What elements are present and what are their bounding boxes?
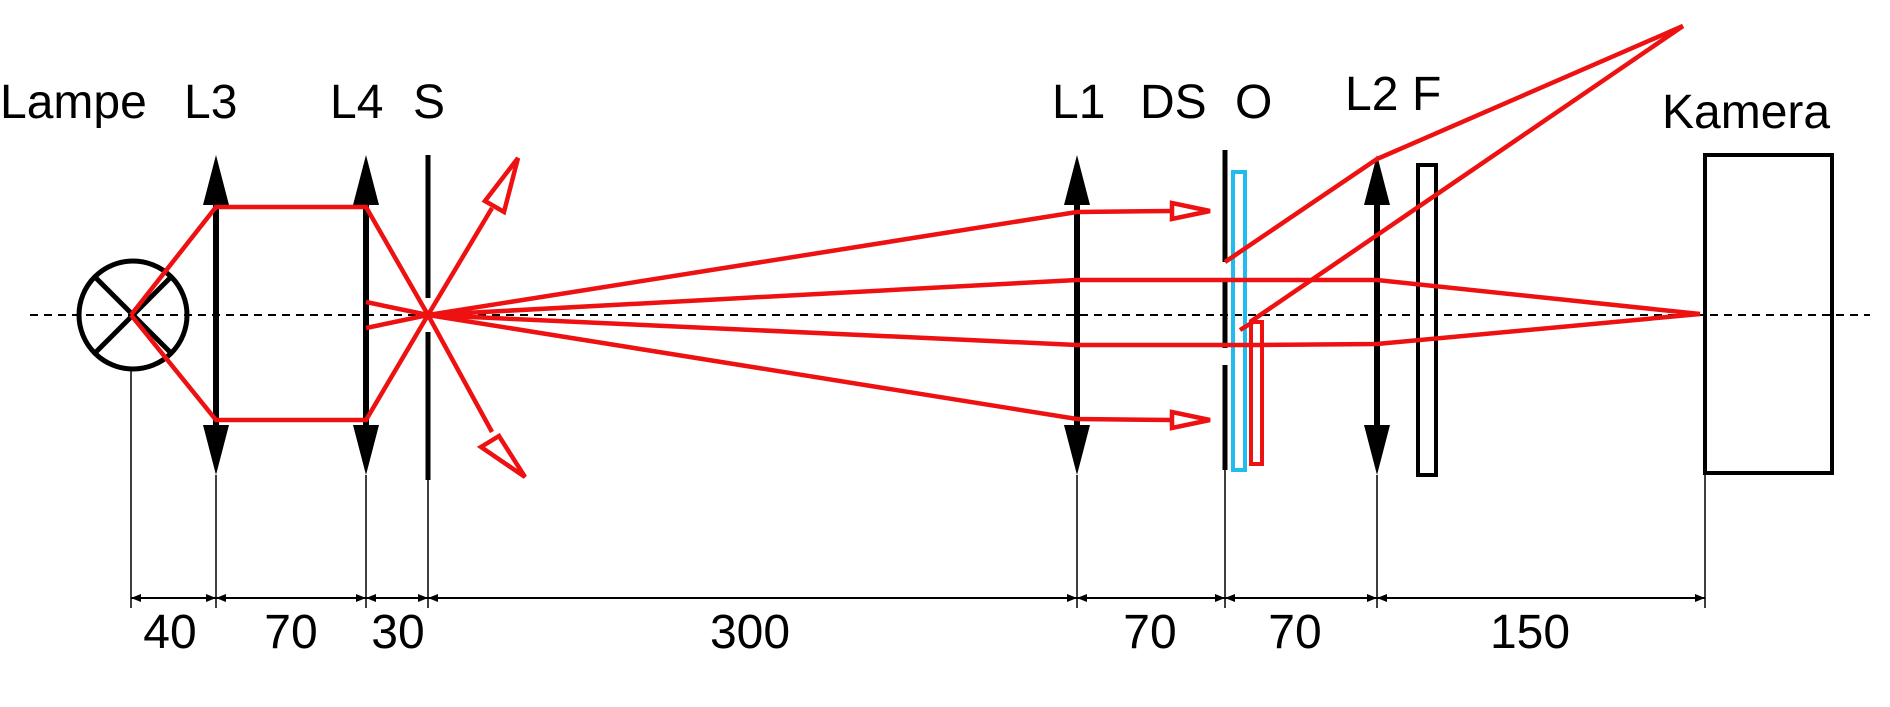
- label-l1: L1: [1052, 76, 1105, 129]
- lens-l1: [1064, 155, 1090, 475]
- label-l4: L4: [330, 76, 383, 129]
- label-lampe: Lampe: [0, 76, 147, 129]
- beam-arrowheads: [476, 156, 1211, 479]
- label-o: O: [1235, 76, 1272, 129]
- dim-l3-l4: 70: [264, 606, 317, 659]
- label-s: S: [413, 76, 445, 129]
- dim-ds-l2: 70: [1268, 606, 1321, 659]
- dim-lampe-l3: 40: [143, 606, 196, 659]
- lens-l3: [203, 155, 229, 475]
- label-ds: DS: [1140, 76, 1207, 129]
- object-o: [1231, 170, 1247, 472]
- light-beams: [129, 23, 1701, 434]
- lens-l2: [1364, 155, 1390, 475]
- dim-l4-s: 30: [371, 606, 424, 659]
- dim-s-l1: 300: [710, 606, 790, 659]
- filter-f: [1416, 163, 1438, 477]
- phase-plate: [1249, 320, 1264, 466]
- dim-l2-kamera: 150: [1490, 606, 1570, 659]
- lens-l4: [353, 155, 379, 475]
- label-f: F: [1412, 68, 1441, 121]
- label-l3: L3: [184, 76, 237, 129]
- dim-l1-ds: 70: [1123, 606, 1176, 659]
- extension-lines: [130, 370, 1706, 608]
- label-kamera: Kamera: [1662, 86, 1830, 139]
- label-l2: L2: [1345, 68, 1398, 121]
- camera-box: [1703, 153, 1834, 475]
